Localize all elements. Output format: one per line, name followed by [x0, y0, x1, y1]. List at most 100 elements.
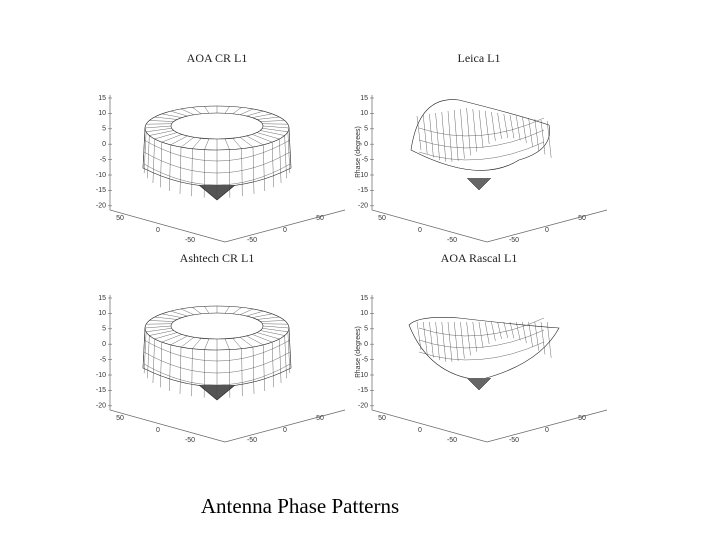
- z-tick-label: 5: [364, 126, 368, 133]
- mesh-line: [232, 307, 242, 314]
- mesh-line: [447, 321, 453, 362]
- y-tick-label: -50: [247, 237, 257, 244]
- mesh-line: [161, 334, 182, 343]
- mesh-line: [239, 337, 254, 348]
- z-tick-label: -10: [358, 372, 368, 379]
- mesh-line: [516, 321, 521, 341]
- mesh-line: [418, 129, 545, 149]
- mesh-line: [246, 310, 264, 317]
- mesh-line: [260, 130, 285, 136]
- mesh-line: [418, 317, 545, 337]
- z-tick-label: -15: [96, 387, 106, 394]
- mesh-line: [540, 321, 546, 355]
- surface-inner: [170, 312, 264, 340]
- z-tick-label: -5: [362, 356, 368, 363]
- y-tick-label: 50: [316, 415, 324, 422]
- z-tick-label: 5: [364, 326, 368, 333]
- y-tick-label: 0: [545, 227, 549, 234]
- z-tick-label: 0: [102, 341, 106, 348]
- mesh-line: [241, 148, 243, 197]
- mesh-line: [241, 348, 243, 397]
- mesh-line: [271, 342, 274, 388]
- x-tick-label: 0: [156, 427, 160, 434]
- mesh-line: [144, 325, 172, 329]
- mesh-line: [522, 321, 527, 344]
- x-tick-label: 50: [116, 215, 124, 222]
- mesh-line: [170, 135, 188, 146]
- mesh-line: [154, 332, 178, 340]
- mesh-line: [423, 114, 428, 154]
- mesh-line: [180, 308, 195, 315]
- mesh-line: [256, 332, 280, 340]
- mesh-line: [497, 321, 502, 339]
- y-tick-label: 0: [545, 427, 549, 434]
- y-tick-label: 50: [578, 415, 586, 422]
- mesh-line: [256, 316, 280, 320]
- mesh-line: [149, 130, 174, 136]
- mesh-line: [435, 321, 440, 361]
- z-tick-label: 0: [364, 141, 368, 148]
- x-tick-label: -50: [185, 237, 195, 244]
- mesh-line: [232, 338, 242, 349]
- z-tick-label: -10: [96, 372, 106, 379]
- mesh-line: [262, 328, 288, 333]
- mesh-line: [547, 321, 552, 358]
- mesh-line: [161, 134, 182, 143]
- mesh-line: [160, 142, 163, 188]
- mesh-line: [423, 321, 428, 354]
- axis-frame: [371, 95, 608, 243]
- mesh-line: [224, 138, 230, 150]
- x-tick-label: 0: [156, 227, 160, 234]
- mesh-line: [142, 127, 146, 169]
- mesh-line: [466, 321, 471, 356]
- mesh-line: [252, 347, 255, 394]
- mesh-line: [146, 328, 172, 333]
- mesh-line: [246, 335, 264, 346]
- axis-label: Phase (degrees): [355, 126, 362, 178]
- axis-frame: [109, 295, 346, 443]
- mesh-line: [418, 341, 545, 361]
- z-tick-label: 10: [98, 110, 106, 117]
- mesh-line: [478, 109, 484, 148]
- mesh-line: [485, 110, 490, 145]
- mesh-line: [522, 116, 527, 144]
- mesh-line: [460, 108, 465, 159]
- z-tick-label: 15: [98, 95, 106, 102]
- mesh-line: [143, 339, 291, 362]
- mesh-line: [170, 310, 188, 317]
- axis-frame: [371, 295, 608, 443]
- mesh-line: [192, 138, 202, 149]
- mesh-line: [179, 147, 182, 194]
- mesh-line: [441, 321, 446, 362]
- mesh-line: [460, 321, 465, 359]
- mesh-line: [246, 135, 264, 146]
- mesh-line: [191, 348, 193, 397]
- z-tick-label: -15: [358, 387, 368, 394]
- mesh-line: [416, 321, 422, 351]
- mesh-line: [491, 321, 496, 341]
- mesh-line: [143, 163, 291, 186]
- mesh-line: [239, 137, 254, 148]
- mesh-line: [143, 363, 291, 386]
- mesh-line: [262, 325, 290, 329]
- z-tick-label: -5: [100, 156, 106, 163]
- mesh-line: [509, 321, 515, 339]
- mesh-line: [418, 141, 545, 161]
- mesh-line: [224, 306, 230, 314]
- x-tick-label: 50: [378, 215, 386, 222]
- mesh-line: [170, 335, 188, 346]
- mesh-line: [252, 334, 273, 343]
- mesh-line: [485, 321, 490, 345]
- mesh-line: [260, 120, 285, 122]
- y-tick-label: -50: [247, 437, 257, 444]
- z-tick-label: -10: [96, 172, 106, 179]
- mesh-line: [192, 307, 202, 314]
- surface-cone: [466, 177, 492, 191]
- mesh-line: [149, 320, 174, 322]
- mesh-line: [224, 106, 230, 114]
